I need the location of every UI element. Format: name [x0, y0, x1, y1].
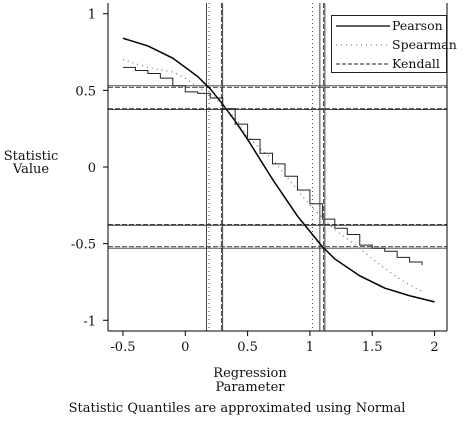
series-line-spearman [122, 59, 423, 292]
x-tick-label-5: 2 [430, 340, 438, 355]
legend-item-kendall: Kendall [332, 55, 448, 73]
x-tick-label-0: -0.5 [110, 340, 135, 355]
y-tick-label-3: 0.5 [75, 84, 96, 99]
legend-item-pearson: Pearson [332, 17, 448, 35]
legend-label-pearson: Pearson [392, 18, 443, 33]
chart-caption: Statistic Quantiles are approximated usi… [68, 401, 406, 416]
y-axis-label-line-1: Statistic [3, 149, 59, 164]
series-line-pearson [122, 37, 435, 303]
legend: Pearson Spearman Kendall [331, 15, 457, 73]
legend-label-kendall: Kendall [392, 56, 440, 71]
series-line-kendall [122, 66, 423, 266]
legend-swatch-solid [336, 25, 390, 27]
y-tick-label-4: 1 [88, 8, 96, 23]
y-tick-label-2: 0 [88, 161, 96, 176]
x-axis-label: Regression Parameter [180, 367, 320, 395]
legend-item-spearman: Spearman [332, 36, 457, 54]
x-tick-label-1: 0 [181, 340, 189, 355]
y-axis-label-line-2: Value [12, 162, 50, 177]
legend-label-spearman: Spearman [392, 37, 457, 52]
x-axis-label-line-2: Parameter [215, 380, 285, 395]
x-tick-label-2: 0.5 [237, 340, 258, 355]
x-axis-label-line-1: Regression [213, 366, 287, 381]
x-tick-label-3: 1 [306, 340, 314, 355]
y-axis-label: Statistic Value [0, 150, 62, 176]
y-tick-label-1: -0.5 [71, 238, 96, 253]
x-tick-label-4: 1.5 [362, 340, 383, 355]
legend-swatch-dashed [336, 63, 390, 65]
y-tick-label-0: -1 [83, 314, 96, 329]
legend-swatch-dotted [336, 44, 390, 46]
